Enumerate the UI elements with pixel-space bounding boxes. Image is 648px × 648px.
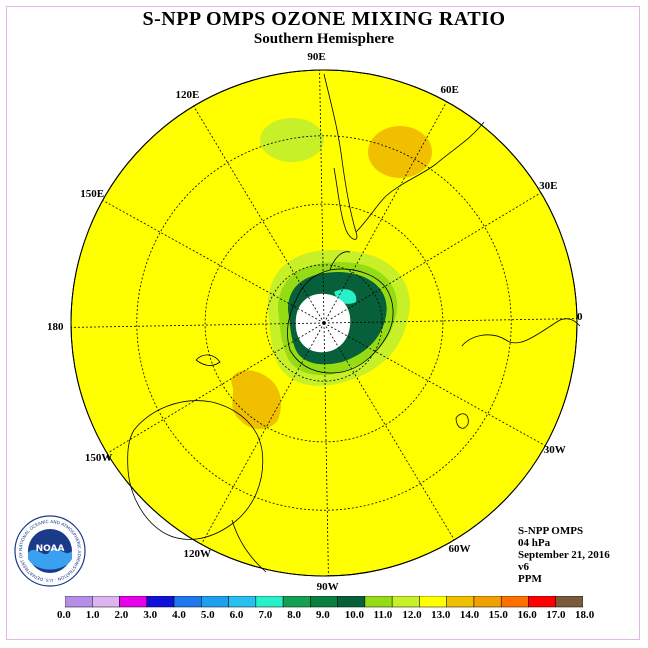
- logo-text: NOAA: [36, 544, 65, 554]
- colorbar-tick-label: 17.0: [546, 609, 566, 621]
- colorbar-swatch: [310, 596, 338, 608]
- colorbar-tick-label: 9.0: [316, 609, 330, 621]
- colorbar-tick-label: 0.0: [57, 609, 71, 621]
- coastlines: [127, 73, 581, 573]
- figure-frame: [6, 6, 640, 640]
- colorbar-tick-label: 7.0: [258, 609, 273, 621]
- colorbar: [65, 596, 583, 608]
- colorbar-tick-label: 13.0: [431, 609, 451, 621]
- longitude-label: 120W: [183, 547, 212, 560]
- colorbar-swatch: [473, 596, 502, 608]
- coast-antarctic-peninsula: [329, 251, 351, 271]
- colorbar-tick-label: 14.0: [459, 609, 480, 621]
- longitude-label: 0: [576, 311, 583, 324]
- longitude-label: 120E: [175, 88, 200, 101]
- ozone-region-light-green: [260, 118, 324, 162]
- colorbar-swatch: [65, 596, 93, 608]
- colorbar-tick-label: 8.0: [287, 609, 301, 621]
- latitude-circle: [136, 135, 512, 511]
- colorbar-tick-label: 15.0: [488, 609, 508, 621]
- longitude-label: 150W: [84, 452, 113, 465]
- coast-south-america-west: [323, 73, 358, 240]
- longitude-label: 90W: [316, 580, 339, 593]
- longitude-label: 30W: [543, 444, 566, 457]
- info-version: v6: [518, 561, 529, 573]
- colorbar-tick-label: 16.0: [517, 609, 537, 621]
- colorbar-tick-label: 2.0: [114, 609, 129, 621]
- info-date: September 21, 2016: [518, 549, 610, 561]
- coast-new-zealand: [195, 354, 221, 366]
- colorbar-swatch: [146, 596, 175, 608]
- colorbar-swatch: [446, 596, 475, 608]
- coast-australia: [127, 400, 264, 540]
- longitude-label: 180: [47, 320, 64, 333]
- colorbar-tick-label: 10.0: [344, 609, 365, 621]
- latitude-circle: [204, 203, 444, 443]
- graticule: [71, 70, 577, 576]
- info-units: PPM: [518, 573, 542, 585]
- coast-africa-south: [461, 318, 581, 347]
- ozone-region-orange-west: [231, 370, 281, 429]
- map-subtitle: Southern Hemisphere: [253, 31, 395, 47]
- coast-madagascar: [455, 413, 469, 429]
- colorbar-tick-label: 11.0: [373, 609, 393, 621]
- longitude-label: 150E: [80, 187, 105, 200]
- colorbar-swatch: [337, 596, 366, 608]
- colorbar-swatch: [119, 596, 148, 608]
- colorbar-swatch: [419, 596, 447, 608]
- colorbar-swatch: [391, 596, 420, 608]
- colorbar-tick-label: 5.0: [200, 609, 215, 621]
- longitude-label: 60E: [440, 84, 459, 97]
- latitude-circle: [265, 264, 383, 382]
- coast-south-america-east: [355, 121, 485, 233]
- longitude-label: 60W: [448, 543, 471, 556]
- colorbar-tick-label: 3.0: [143, 609, 158, 621]
- colorbar-tick-label: 12.0: [402, 609, 422, 621]
- colorbar-swatch: [228, 596, 257, 608]
- colorbar-tick-label: 18.0: [575, 609, 595, 621]
- longitude-label: 90E: [307, 51, 326, 64]
- colorbar-swatch: [92, 596, 120, 608]
- colorbar-swatch: [528, 596, 556, 608]
- noaa-logo: NATIONAL OCEANIC AND ATMOSPHERIC ADMINIS…: [14, 515, 86, 587]
- longitude-label: 30E: [539, 179, 558, 192]
- colorbar-tick-label: 4.0: [172, 609, 186, 621]
- colorbar-tick-label: 6.0: [229, 609, 244, 621]
- colorbar-tick-label: 1.0: [85, 609, 100, 621]
- info-instrument: S-NPP OMPS: [518, 525, 584, 537]
- map-title: S-NPP OMPS OZONE MIXING RATIO: [142, 8, 506, 30]
- colorbar-swatch: [173, 596, 202, 608]
- colorbar-swatch: [282, 596, 311, 608]
- colorbar-swatch: [364, 596, 393, 608]
- info-level: 04 hPa: [518, 537, 551, 549]
- colorbar-swatch: [255, 596, 284, 608]
- colorbar-swatch: [500, 596, 529, 608]
- colorbar-swatch: [555, 596, 583, 608]
- colorbar-swatch: [201, 596, 229, 608]
